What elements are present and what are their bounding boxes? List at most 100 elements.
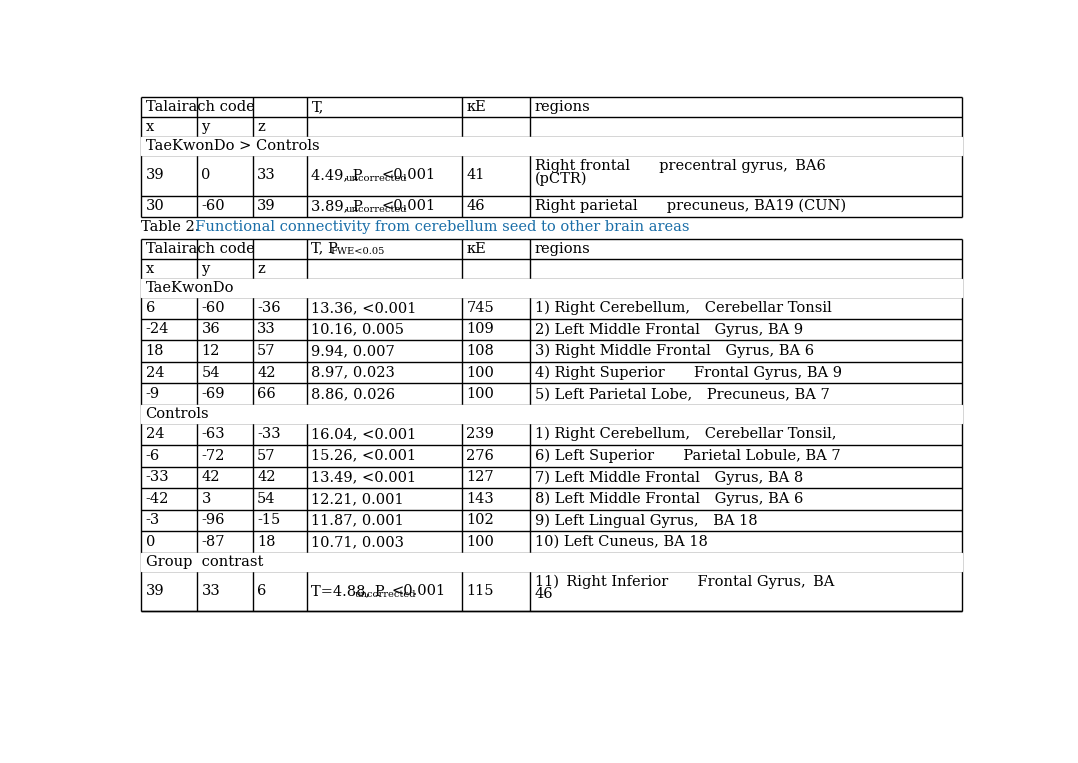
Text: <0.001: <0.001 bbox=[382, 169, 436, 182]
Text: 39: 39 bbox=[258, 199, 276, 214]
Text: -87: -87 bbox=[202, 535, 225, 549]
Text: 24: 24 bbox=[146, 365, 164, 380]
Text: -3: -3 bbox=[146, 513, 160, 527]
Text: 109: 109 bbox=[467, 323, 494, 336]
Text: 42: 42 bbox=[258, 365, 276, 380]
Text: 276: 276 bbox=[467, 449, 495, 463]
Text: 10.16, 0.005: 10.16, 0.005 bbox=[312, 323, 404, 336]
Text: 100: 100 bbox=[467, 535, 495, 549]
Text: 24: 24 bbox=[146, 427, 164, 441]
Text: 10.71, 0.003: 10.71, 0.003 bbox=[312, 535, 404, 549]
Text: x: x bbox=[146, 120, 154, 134]
Text: 11) Right Inferior  Frontal Gyrus, BA: 11) Right Inferior Frontal Gyrus, BA bbox=[535, 575, 834, 589]
Text: Talairach code: Talairach code bbox=[146, 242, 254, 256]
Text: -60: -60 bbox=[202, 199, 225, 214]
Text: κE: κE bbox=[467, 242, 486, 256]
Text: 33: 33 bbox=[258, 169, 276, 182]
Text: 6: 6 bbox=[258, 584, 266, 598]
Text: -9: -9 bbox=[146, 387, 160, 401]
Text: 3.89, P: 3.89, P bbox=[312, 199, 363, 214]
Text: 12.21, 0.001: 12.21, 0.001 bbox=[312, 492, 404, 506]
Text: 1) Right Cerebellum, Cerebellar Tonsil: 1) Right Cerebellum, Cerebellar Tonsil bbox=[535, 301, 831, 315]
Text: T, P: T, P bbox=[312, 242, 338, 256]
Text: 42: 42 bbox=[258, 470, 276, 485]
Text: 2) Left Middle Frontal Gyrus, BA 9: 2) Left Middle Frontal Gyrus, BA 9 bbox=[535, 322, 803, 336]
Text: -15: -15 bbox=[258, 513, 280, 527]
Text: 3: 3 bbox=[202, 492, 211, 506]
Text: regions: regions bbox=[535, 242, 591, 256]
Text: 11.87, 0.001: 11.87, 0.001 bbox=[312, 513, 404, 527]
Text: 115: 115 bbox=[467, 584, 494, 598]
Text: Table 2.: Table 2. bbox=[141, 221, 199, 234]
Text: 6: 6 bbox=[146, 301, 155, 315]
Text: <0.001: <0.001 bbox=[391, 584, 445, 598]
Text: Controls: Controls bbox=[146, 407, 209, 421]
Text: 42: 42 bbox=[202, 470, 220, 485]
Text: 54: 54 bbox=[202, 365, 220, 380]
Text: -36: -36 bbox=[258, 301, 281, 315]
Text: 3) Right Middle Frontal Gyrus, BA 6: 3) Right Middle Frontal Gyrus, BA 6 bbox=[535, 344, 814, 359]
Text: -63: -63 bbox=[202, 427, 225, 441]
Text: z: z bbox=[258, 120, 265, 134]
Text: 12: 12 bbox=[202, 344, 220, 358]
Text: 239: 239 bbox=[467, 427, 495, 441]
Text: 18: 18 bbox=[146, 344, 164, 358]
Text: Right parietal  precuneus, BA19 (CUN): Right parietal precuneus, BA19 (CUN) bbox=[535, 199, 846, 214]
Text: 100: 100 bbox=[467, 365, 495, 380]
Text: uncorrected: uncorrected bbox=[345, 204, 406, 214]
Text: 5) Left Parietal Lobe, Precuneus, BA 7: 5) Left Parietal Lobe, Precuneus, BA 7 bbox=[535, 387, 829, 401]
Text: 13.36, <0.001: 13.36, <0.001 bbox=[312, 301, 417, 315]
Text: 7) Left Middle Frontal Gyrus, BA 8: 7) Left Middle Frontal Gyrus, BA 8 bbox=[535, 470, 803, 485]
Text: 0: 0 bbox=[146, 535, 155, 549]
Text: <0.001: <0.001 bbox=[382, 199, 436, 214]
Text: 4.49, P: 4.49, P bbox=[312, 169, 363, 182]
Text: (pCTR): (pCTR) bbox=[535, 172, 588, 185]
Text: 33: 33 bbox=[258, 323, 276, 336]
Text: 6) Left Superior  Parietal Lobule, BA 7: 6) Left Superior Parietal Lobule, BA 7 bbox=[535, 449, 840, 463]
Bar bbox=[141, 137, 962, 156]
Text: z: z bbox=[258, 262, 265, 275]
Bar bbox=[141, 405, 962, 423]
Text: TaeKwonDo: TaeKwonDo bbox=[146, 281, 234, 295]
Text: 8.86, 0.026: 8.86, 0.026 bbox=[312, 387, 396, 401]
Text: -96: -96 bbox=[202, 513, 225, 527]
Text: 46: 46 bbox=[535, 588, 553, 601]
Text: 16.04, <0.001: 16.04, <0.001 bbox=[312, 427, 417, 441]
Text: 0: 0 bbox=[202, 169, 211, 182]
Text: 8.97, 0.023: 8.97, 0.023 bbox=[312, 365, 396, 380]
Text: 1) Right Cerebellum, Cerebellar Tonsil,: 1) Right Cerebellum, Cerebellar Tonsil, bbox=[535, 427, 837, 442]
Text: 9) Left Lingual Gyrus, BA 18: 9) Left Lingual Gyrus, BA 18 bbox=[535, 513, 757, 528]
Text: -42: -42 bbox=[146, 492, 169, 506]
Text: Functional connectivity from cerebellum seed to other brain areas: Functional connectivity from cerebellum … bbox=[185, 221, 690, 234]
Text: x: x bbox=[146, 262, 154, 275]
Text: uncorrected: uncorrected bbox=[345, 174, 406, 183]
Text: -72: -72 bbox=[202, 449, 225, 463]
Text: 36: 36 bbox=[202, 323, 220, 336]
Text: Group  contrast: Group contrast bbox=[146, 555, 263, 569]
Text: Talairach code: Talairach code bbox=[146, 100, 254, 114]
Text: 13.49, <0.001: 13.49, <0.001 bbox=[312, 470, 416, 485]
Text: 745: 745 bbox=[467, 301, 494, 315]
Text: regions: regions bbox=[535, 100, 591, 114]
Text: -24: -24 bbox=[146, 323, 169, 336]
Text: 4) Right Superior  Frontal Gyrus, BA 9: 4) Right Superior Frontal Gyrus, BA 9 bbox=[535, 365, 842, 380]
Bar bbox=[141, 278, 962, 297]
Text: 54: 54 bbox=[258, 492, 276, 506]
Text: 57: 57 bbox=[258, 449, 276, 463]
Text: 127: 127 bbox=[467, 470, 494, 485]
Text: y: y bbox=[202, 120, 209, 134]
Text: 108: 108 bbox=[467, 344, 495, 358]
Text: -6: -6 bbox=[146, 449, 160, 463]
Text: -69: -69 bbox=[202, 387, 225, 401]
Text: 30: 30 bbox=[146, 199, 164, 214]
Text: 102: 102 bbox=[467, 513, 494, 527]
Text: T,: T, bbox=[312, 100, 323, 114]
Bar bbox=[141, 552, 962, 571]
Text: 100: 100 bbox=[467, 387, 495, 401]
Text: 15.26, <0.001: 15.26, <0.001 bbox=[312, 449, 416, 463]
Text: -33: -33 bbox=[258, 427, 281, 441]
Text: 39: 39 bbox=[146, 169, 164, 182]
Text: TaeKwonDo > Controls: TaeKwonDo > Controls bbox=[146, 139, 319, 153]
Text: 66: 66 bbox=[258, 387, 276, 401]
Text: FWE<0.05: FWE<0.05 bbox=[331, 247, 385, 256]
